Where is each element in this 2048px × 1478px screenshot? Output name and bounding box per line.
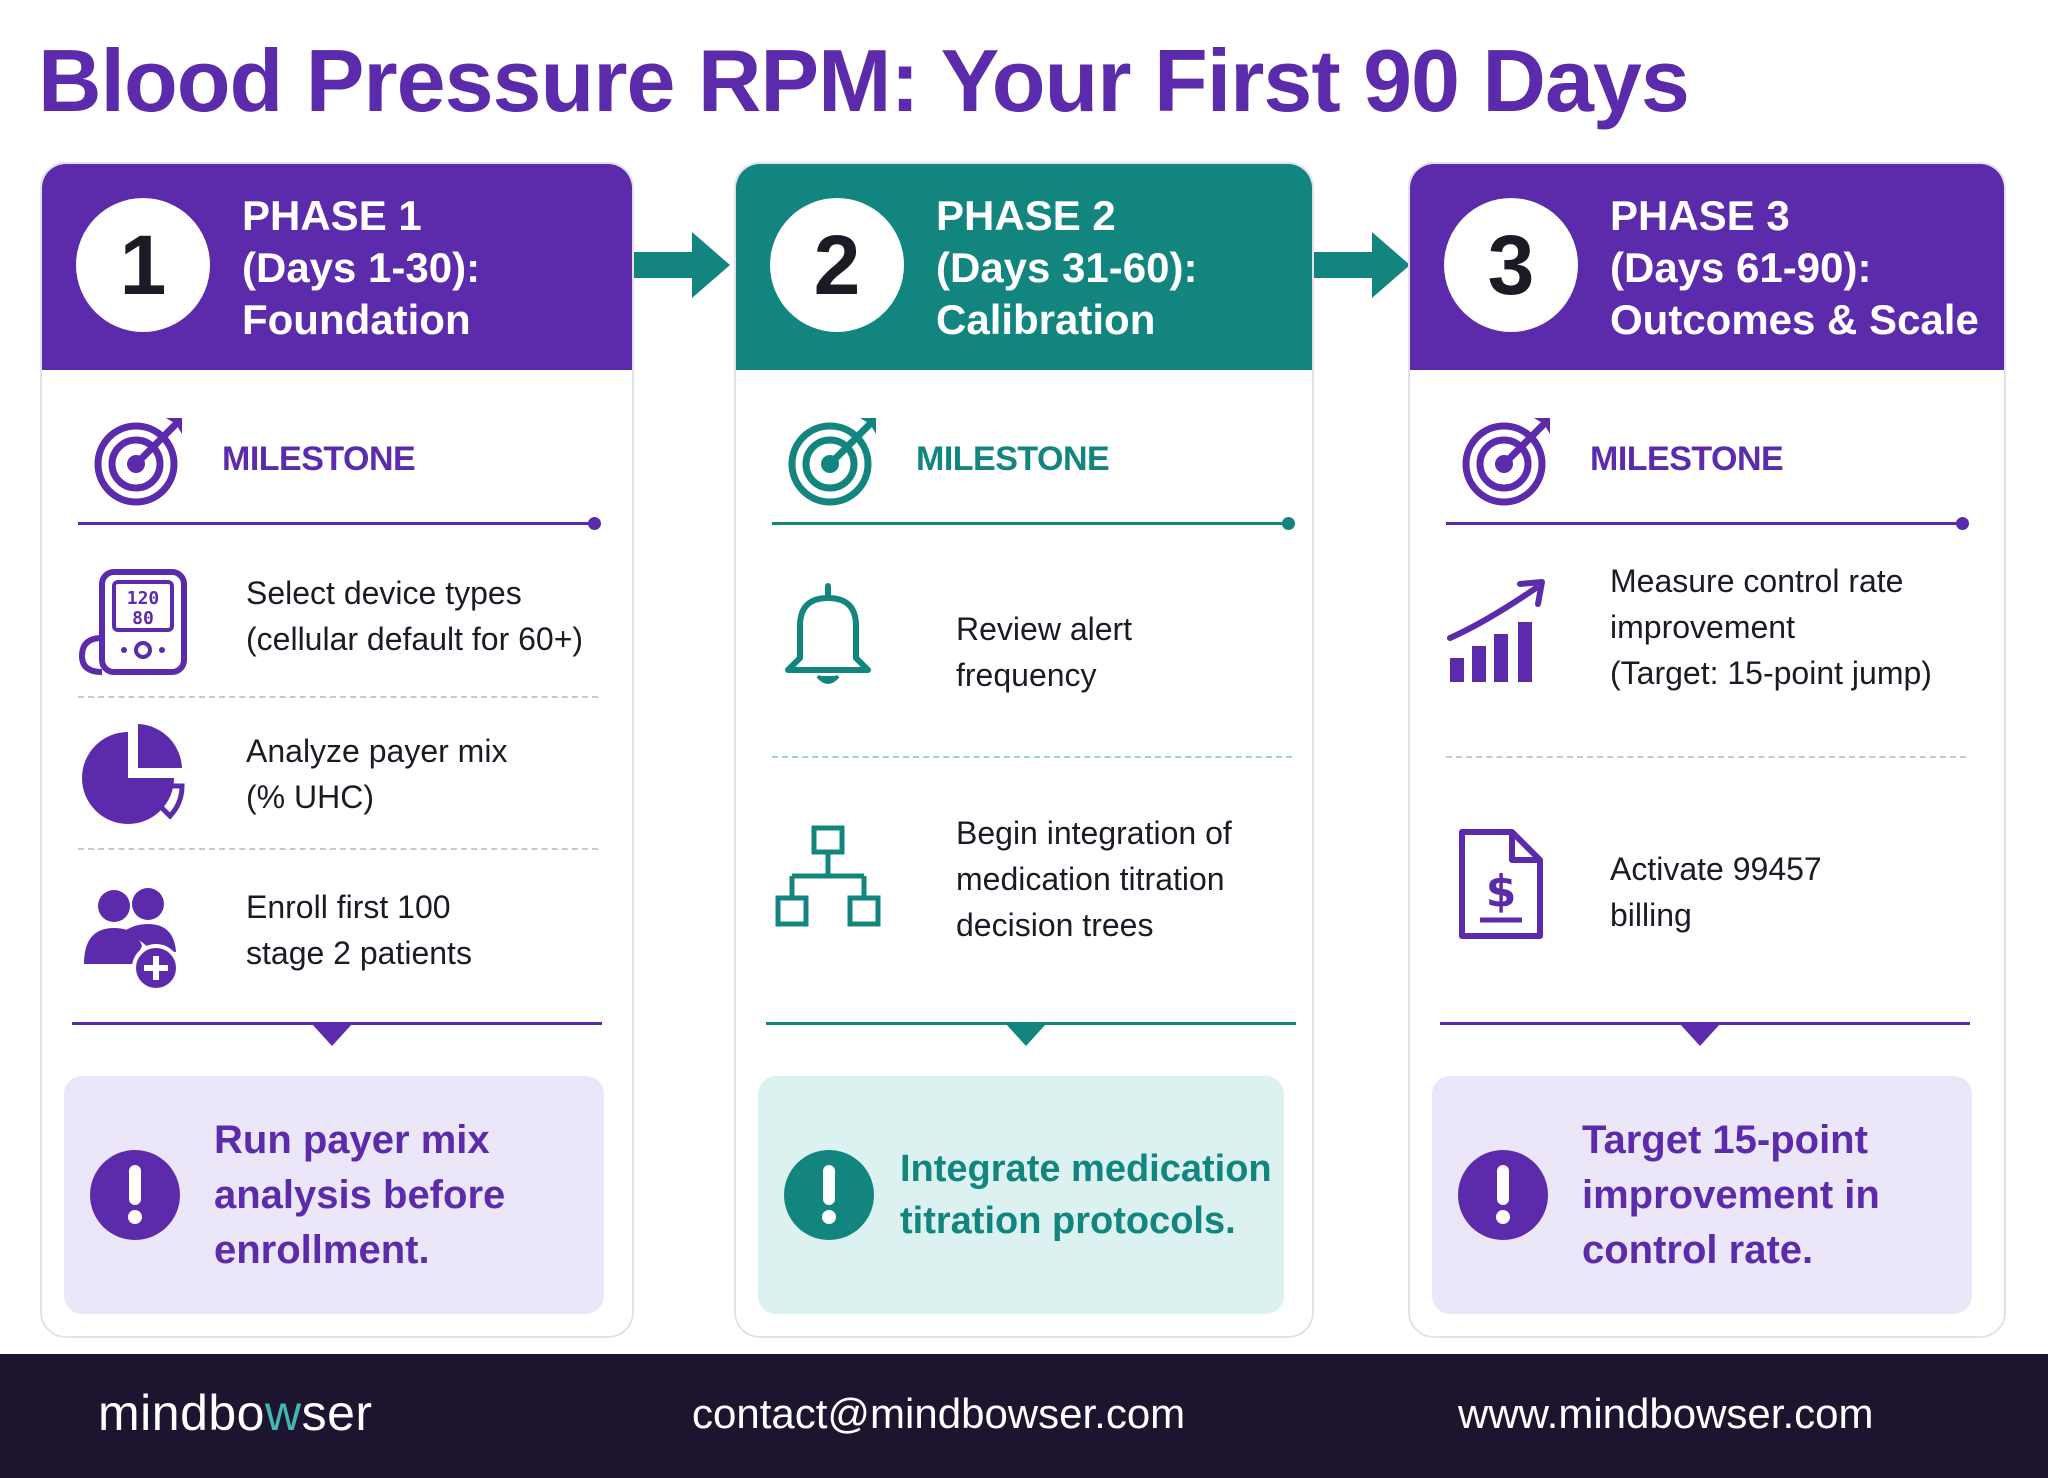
list-item-text: Enroll first 100 stage 2 patients bbox=[246, 889, 472, 971]
list-item: Begin integration of medication titratio… bbox=[772, 815, 1302, 968]
bell-icon bbox=[785, 583, 871, 684]
divider bbox=[772, 756, 1292, 758]
list-item: Measure control rate improvement (Target… bbox=[1446, 563, 1976, 724]
section-rule bbox=[766, 1022, 1296, 1025]
divider bbox=[78, 696, 598, 698]
list-item-text: Measure control rate improvement (Target… bbox=[1610, 563, 1932, 691]
billing-document-icon: $ bbox=[1459, 829, 1543, 939]
milestone-dot bbox=[1282, 517, 1295, 530]
phase-3-card: 3 PHASE 3 (Days 61-90): Outcomes & Scale… bbox=[1408, 162, 2006, 1338]
list-item: Review alert frequency bbox=[772, 576, 1302, 706]
exclamation-icon bbox=[90, 1150, 180, 1240]
exclamation-icon bbox=[1458, 1150, 1548, 1240]
list-item: Analyze payer mix (% UHC) bbox=[78, 720, 608, 832]
down-pointer-icon bbox=[1680, 1024, 1720, 1046]
milestone-label: MILESTONE bbox=[916, 440, 1110, 478]
arrow-right-icon bbox=[1314, 232, 1410, 298]
target-icon bbox=[788, 418, 876, 506]
arrow-right-icon bbox=[634, 232, 730, 298]
phase-3-milestone: MILESTONE bbox=[1460, 404, 1960, 514]
footer: mindbowser contact@mindbowser.com www.mi… bbox=[0, 1354, 2048, 1478]
exclamation-icon bbox=[784, 1150, 874, 1240]
milestone-line bbox=[772, 517, 1295, 530]
list-item-text: Begin integration of medication titratio… bbox=[956, 815, 1232, 943]
phase-2-milestone: MILESTONE bbox=[786, 404, 1286, 514]
website-link[interactable]: www.mindbowser.com bbox=[1458, 1390, 1874, 1437]
list-item-text: Analyze payer mix (% UHC) bbox=[246, 733, 508, 815]
svg-text:$: $ bbox=[1486, 866, 1517, 917]
list-item: $ Activate 99457 billing bbox=[1446, 824, 1976, 964]
milestone-dot bbox=[588, 517, 601, 530]
phase-2-header: 2 PHASE 2 (Days 31-60): Calibration bbox=[736, 164, 1312, 370]
section-rule bbox=[72, 1022, 602, 1025]
down-pointer-icon bbox=[1006, 1024, 1046, 1046]
divider bbox=[1446, 756, 1966, 758]
phase-3-number-badge: 3 bbox=[1444, 198, 1578, 332]
phase-3-header: 3 PHASE 3 (Days 61-90): Outcomes & Scale bbox=[1410, 164, 2004, 370]
target-icon bbox=[94, 418, 182, 506]
milestone-dot bbox=[1956, 517, 1969, 530]
callout-text: Run payer mix analysis before enrollment… bbox=[214, 1117, 506, 1272]
contact-email-link[interactable]: contact@mindbowser.com bbox=[692, 1390, 1186, 1437]
blood-pressure-monitor-icon: 120 80 bbox=[78, 569, 187, 675]
phase-1-callout: Run payer mix analysis before enrollment… bbox=[64, 1076, 604, 1314]
list-item-text: Activate 99457 billing bbox=[1610, 851, 1822, 933]
phase-3-title: PHASE 3 (Days 61-90): Outcomes & Scale bbox=[1610, 192, 1979, 343]
down-pointer-icon bbox=[312, 1024, 352, 1046]
phase-2-card: 2 PHASE 2 (Days 31-60): Calibration MILE… bbox=[734, 162, 1314, 1338]
section-rule bbox=[1440, 1022, 1970, 1025]
list-item: 120 80 Select device types (cellular def… bbox=[78, 562, 608, 682]
phase-1-title: PHASE 1 (Days 1-30): Foundation bbox=[242, 192, 481, 343]
add-users-icon bbox=[84, 888, 180, 992]
list-item-text: Select device types (cellular default fo… bbox=[246, 575, 584, 657]
svg-text:80: 80 bbox=[132, 608, 154, 629]
target-icon bbox=[1462, 418, 1550, 506]
phase-1-card: 1 PHASE 1 (Days 1-30): Foundation MILEST… bbox=[40, 162, 634, 1338]
phase-2-callout: Integrate medication titration protocols… bbox=[758, 1076, 1284, 1314]
callout-text: Integrate medication titration protocols… bbox=[900, 1148, 1272, 1242]
phase-1-milestone: MILESTONE bbox=[92, 404, 592, 514]
phase-2-title: PHASE 2 (Days 31-60): Calibration bbox=[936, 192, 1198, 343]
page-title: Blood Pressure RPM: Your First 90 Days bbox=[38, 31, 1690, 130]
milestone-line bbox=[1446, 517, 1969, 530]
growth-chart-icon bbox=[1447, 579, 1545, 682]
list-item-text: Review alert frequency bbox=[956, 611, 1133, 693]
phase-1-number-badge: 1 bbox=[76, 198, 210, 332]
phase-2-number-badge: 2 bbox=[770, 198, 904, 332]
pie-chart-icon bbox=[82, 724, 185, 824]
milestone-label: MILESTONE bbox=[222, 440, 416, 478]
milestone-label: MILESTONE bbox=[1590, 440, 1784, 478]
callout-text: Target 15-point improvement in control r… bbox=[1582, 1117, 1880, 1272]
decision-tree-icon bbox=[775, 825, 881, 927]
phase-1-header: 1 PHASE 1 (Days 1-30): Foundation bbox=[42, 164, 632, 370]
divider bbox=[78, 848, 598, 850]
svg-text:120: 120 bbox=[127, 588, 160, 609]
brand-logo: mindbowser bbox=[98, 1385, 373, 1441]
milestone-line bbox=[78, 517, 601, 530]
phase-3-callout: Target 15-point improvement in control r… bbox=[1432, 1076, 1972, 1314]
list-item: Enroll first 100 stage 2 patients bbox=[78, 880, 608, 1000]
